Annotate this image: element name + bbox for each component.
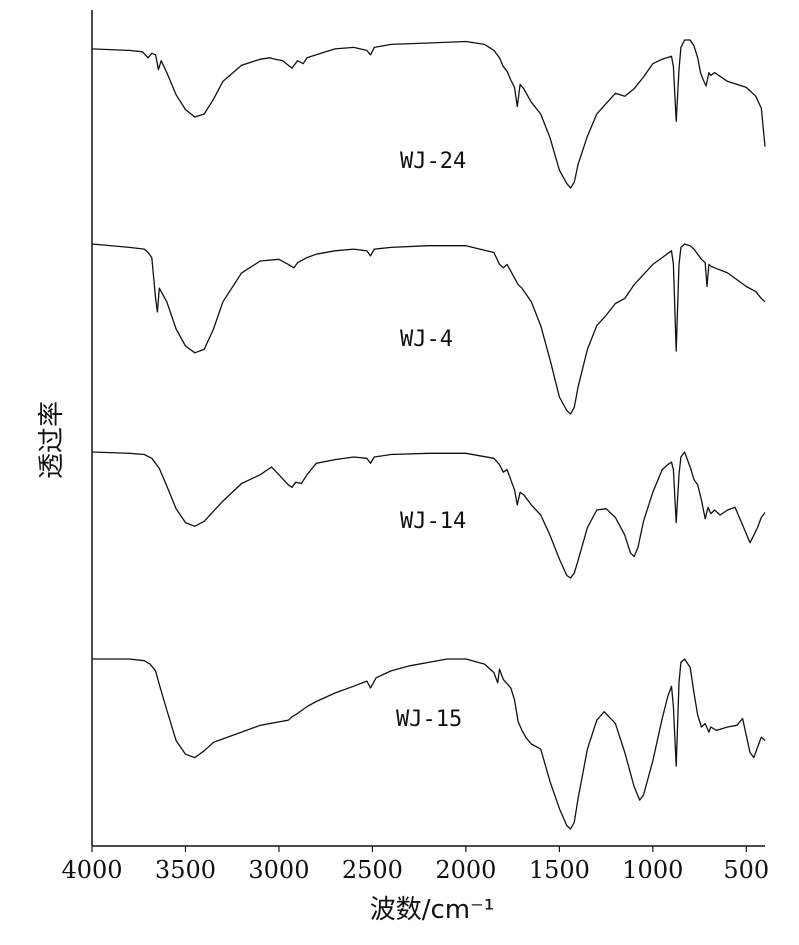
x-axis-ticks: 4000 3500 3000 2500 2000 1500 1000 500 [61,846,769,884]
x-axis-label: 波数/cm⁻¹ [370,895,495,925]
series-label: WJ-15 [396,707,462,732]
spectrum-line-wj-24 [91,39,766,189]
x-tick-label: 3000 [248,856,309,884]
x-tick-label: 4000 [61,856,122,884]
series-label: WJ-14 [400,509,466,534]
series-label: WJ-4 [400,327,453,352]
x-tick-label: 1000 [622,856,683,884]
spectra [91,39,766,830]
y-axis-label: 透过率 [37,401,67,479]
spectrum-line-wj-14 [91,451,766,579]
x-tick-label: 2000 [435,856,496,884]
spectrum-line-wj-4 [91,243,766,415]
x-tick-label: 3500 [155,856,216,884]
series-label: WJ-24 [400,149,466,174]
series-labels: WJ-24 WJ-4 WJ-14 WJ-15 [396,149,466,732]
x-tick-label: 1500 [529,856,590,884]
x-tick-label: 2500 [342,856,403,884]
x-tick-label: 500 [723,856,769,884]
spectrum-line-wj-15 [92,658,766,830]
